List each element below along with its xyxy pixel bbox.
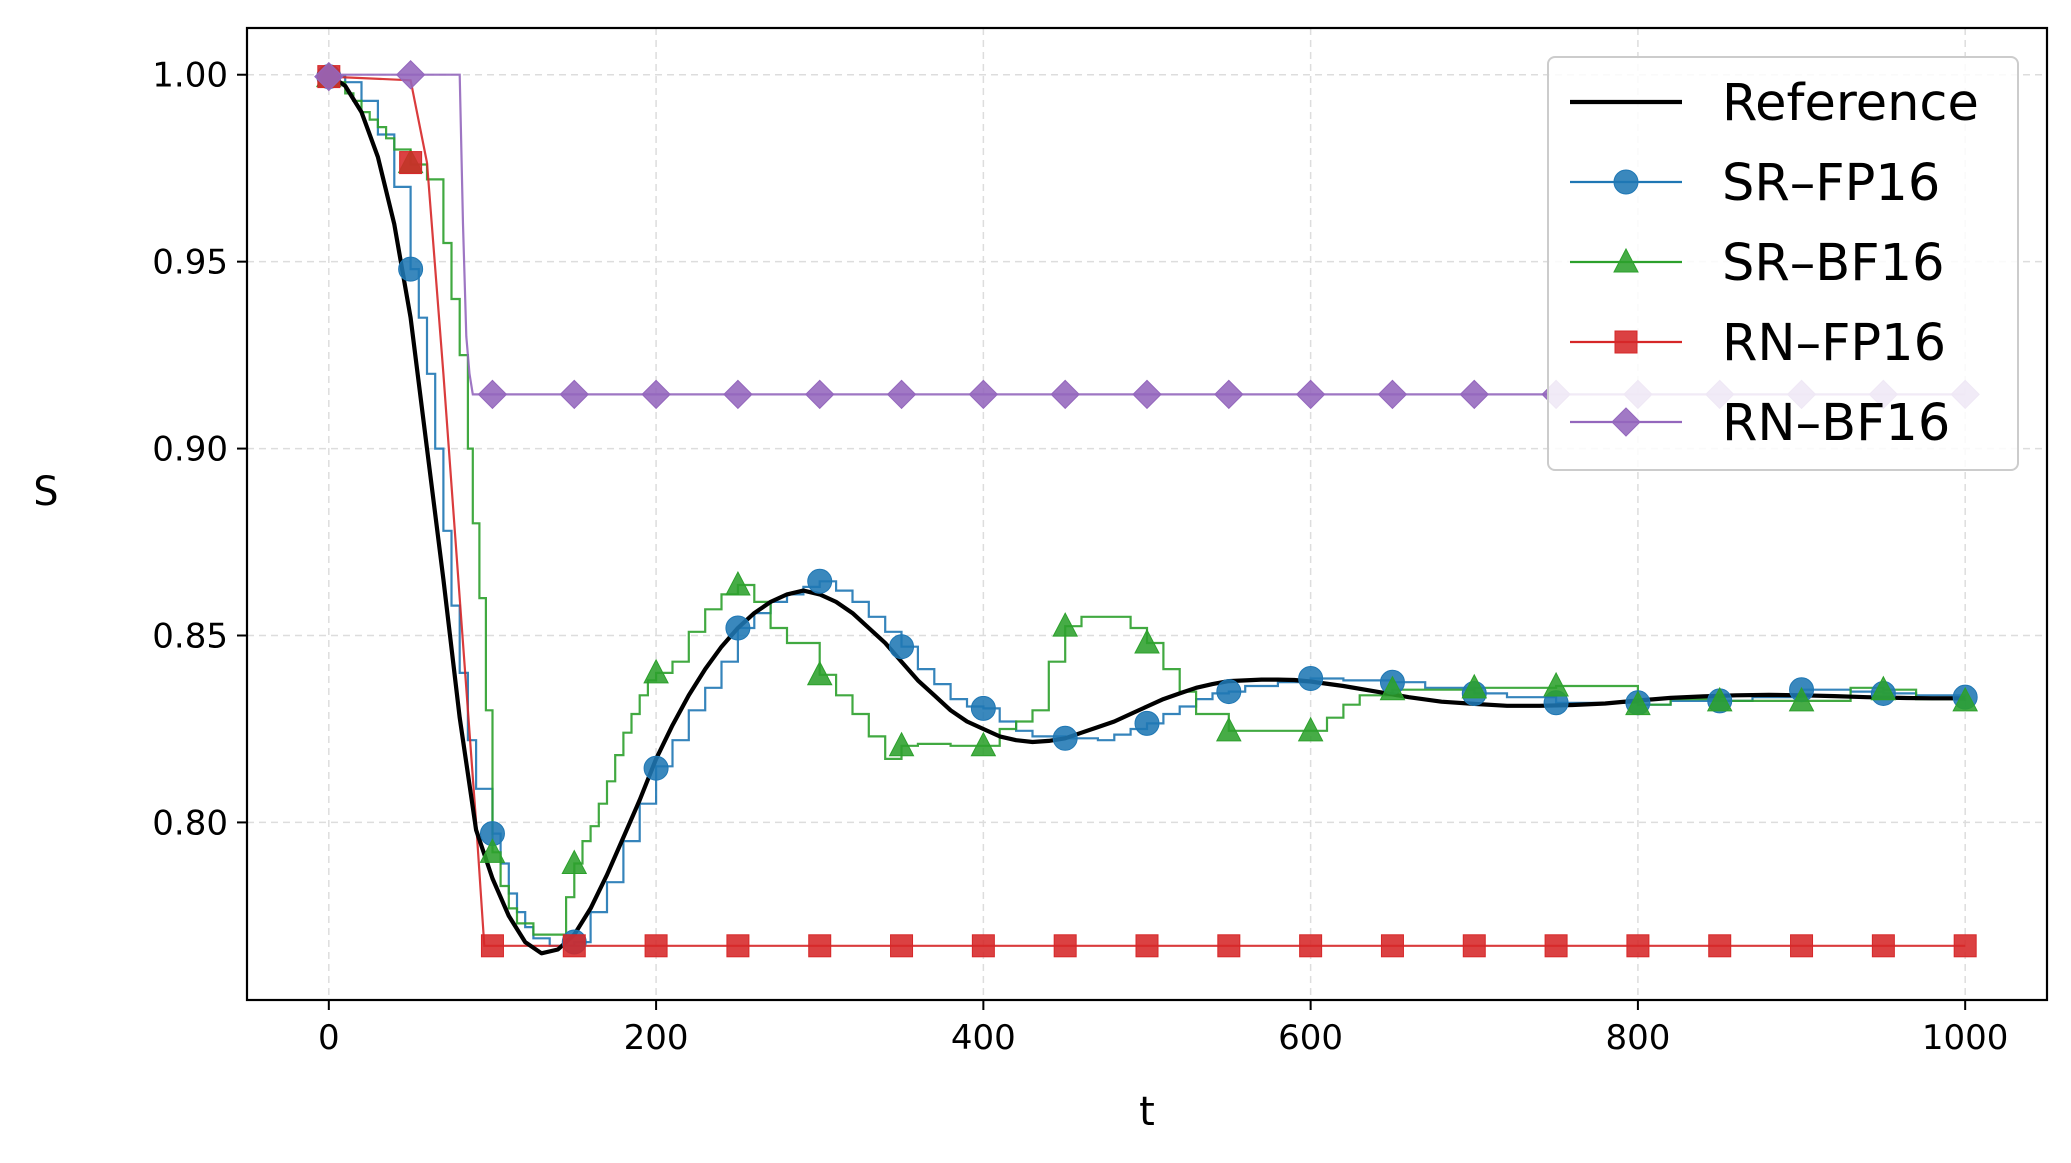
legend-label: Reference (1722, 74, 1979, 133)
data-point-rn-bf16 (395, 60, 426, 90)
legend-swatch-marker (1613, 169, 1639, 195)
data-point-rn-fp16 (1462, 934, 1486, 958)
data-point-sr-bf16 (561, 849, 588, 875)
data-point-rn-fp16 (399, 151, 423, 175)
data-point-rn-fp16 (1790, 934, 1814, 958)
data-point-rn-bf16 (886, 379, 917, 410)
legend-label: RN–FP16 (1722, 314, 1946, 373)
data-point-rn-fp16 (890, 934, 914, 958)
data-point-rn-bf16 (314, 61, 344, 92)
data-point-sr-bf16 (1625, 690, 1651, 716)
data-point-sr-bf16 (1870, 675, 1897, 701)
x-tick-label: 800 (1605, 1018, 1670, 1058)
legend: Reference SR–FP16 SR–BF16 RN–FP16 RN–BF16 (1547, 56, 2019, 471)
data-point-sr-fp16 (643, 755, 669, 781)
markers-layer (314, 60, 1980, 958)
axis-ticks: 0 200 400 600 800 1000 0.80 0.85 0.90 0.95 1.00 (152, 56, 2008, 1058)
plot-frame (245, 26, 2049, 1002)
data-point-rn-fp16 (1299, 934, 1323, 958)
data-point-sr-fp16 (1134, 710, 1160, 736)
x-tick-label: 200 (624, 1018, 689, 1058)
data-point-rn-bf16 (641, 379, 671, 410)
y-tick-label: 1.00 (152, 56, 228, 96)
data-point-rn-bf16 (968, 379, 999, 410)
data-point-sr-bf16 (1379, 675, 1406, 701)
data-point-sr-fp16 (1216, 679, 1242, 705)
legend-item-sr-bf16: SR–BF16 (1570, 234, 1945, 293)
data-point-sr-bf16 (1134, 628, 1160, 654)
data-point-sr-fp16 (398, 256, 424, 282)
x-tick-label: 400 (951, 1018, 1016, 1058)
data-point-sr-bf16 (1052, 612, 1079, 637)
data-point-rn-fp16 (480, 934, 504, 958)
data-point-rn-fp16 (808, 934, 832, 958)
data-point-sr-bf16 (725, 570, 751, 596)
data-point-sr-bf16 (1952, 686, 1979, 712)
data-point-rn-bf16 (1295, 379, 1326, 410)
data-point-rn-bf16 (723, 379, 753, 410)
legend-swatch-marker (1614, 330, 1638, 354)
data-point-rn-bf16 (477, 379, 508, 410)
data-point-sr-bf16 (643, 658, 669, 684)
data-point-sr-bf16 (479, 838, 506, 863)
y-tick-label: 0.85 (152, 617, 228, 657)
y-tick-label: 0.80 (152, 803, 228, 843)
x-tick-label: 0 (318, 1018, 340, 1058)
legend-label: SR–BF16 (1722, 234, 1945, 293)
data-point-sr-fp16 (1298, 665, 1324, 691)
data-point-sr-bf16 (1788, 686, 1815, 712)
data-point-sr-bf16 (1461, 673, 1488, 699)
legend-item-sr-fp16: SR–FP16 (1570, 154, 1940, 213)
data-point-sr-fp16 (725, 615, 751, 641)
y-axis-title: S (33, 469, 58, 515)
legend-box (1547, 56, 2019, 471)
data-point-sr-bf16 (970, 731, 997, 757)
x-tick-label: 1000 (1922, 1018, 2009, 1058)
data-point-rn-fp16 (1953, 934, 1977, 958)
data-point-rn-fp16 (1544, 934, 1568, 958)
data-point-sr-bf16 (1215, 716, 1242, 742)
data-point-rn-bf16 (805, 379, 835, 410)
data-point-rn-bf16 (1377, 379, 1408, 410)
data-point-rn-fp16 (1053, 934, 1077, 958)
data-point-sr-bf16 (1543, 671, 1569, 697)
data-point-rn-bf16 (1050, 379, 1080, 410)
x-axis-title: t (1139, 1089, 1155, 1135)
data-point-rn-bf16 (1459, 379, 1489, 410)
x-tick-label: 600 (1278, 1018, 1343, 1058)
y-tick-label: 0.90 (152, 430, 228, 470)
data-point-sr-fp16 (970, 695, 996, 721)
legend-item-rn-fp16: RN–FP16 (1570, 314, 1946, 373)
data-point-rn-fp16 (1380, 934, 1404, 958)
data-point-sr-bf16 (1297, 716, 1324, 742)
data-point-rn-fp16 (726, 934, 750, 958)
legend-label: RN–BF16 (1722, 394, 1950, 453)
data-point-rn-fp16 (1626, 934, 1650, 958)
data-point-sr-bf16 (888, 731, 915, 757)
data-point-sr-bf16 (1706, 686, 1733, 712)
legend-label: SR–FP16 (1722, 154, 1940, 213)
legend-item-reference: Reference (1570, 74, 1979, 133)
legend-swatch-marker (1613, 247, 1639, 273)
legend-item-rn-bf16: RN–BF16 (1570, 394, 1950, 453)
legend-swatch-marker (1611, 407, 1641, 437)
data-point-rn-fp16 (562, 934, 586, 958)
data-point-rn-fp16 (1135, 934, 1159, 958)
series-line-reference (327, 72, 1966, 956)
y-tick-label: 0.95 (152, 243, 228, 283)
data-point-rn-bf16 (559, 379, 589, 410)
data-point-rn-bf16 (1214, 379, 1244, 410)
data-point-rn-fp16 (644, 934, 668, 958)
data-point-sr-bf16 (806, 660, 833, 686)
data-point-sr-fp16 (889, 634, 915, 660)
data-point-rn-bf16 (1132, 379, 1162, 410)
data-point-rn-fp16 (1708, 934, 1732, 958)
data-point-sr-fp16 (807, 568, 833, 594)
data-point-sr-fp16 (1052, 725, 1078, 751)
data-point-rn-fp16 (1871, 934, 1895, 958)
data-point-rn-fp16 (1217, 934, 1241, 958)
data-point-rn-fp16 (971, 934, 995, 958)
